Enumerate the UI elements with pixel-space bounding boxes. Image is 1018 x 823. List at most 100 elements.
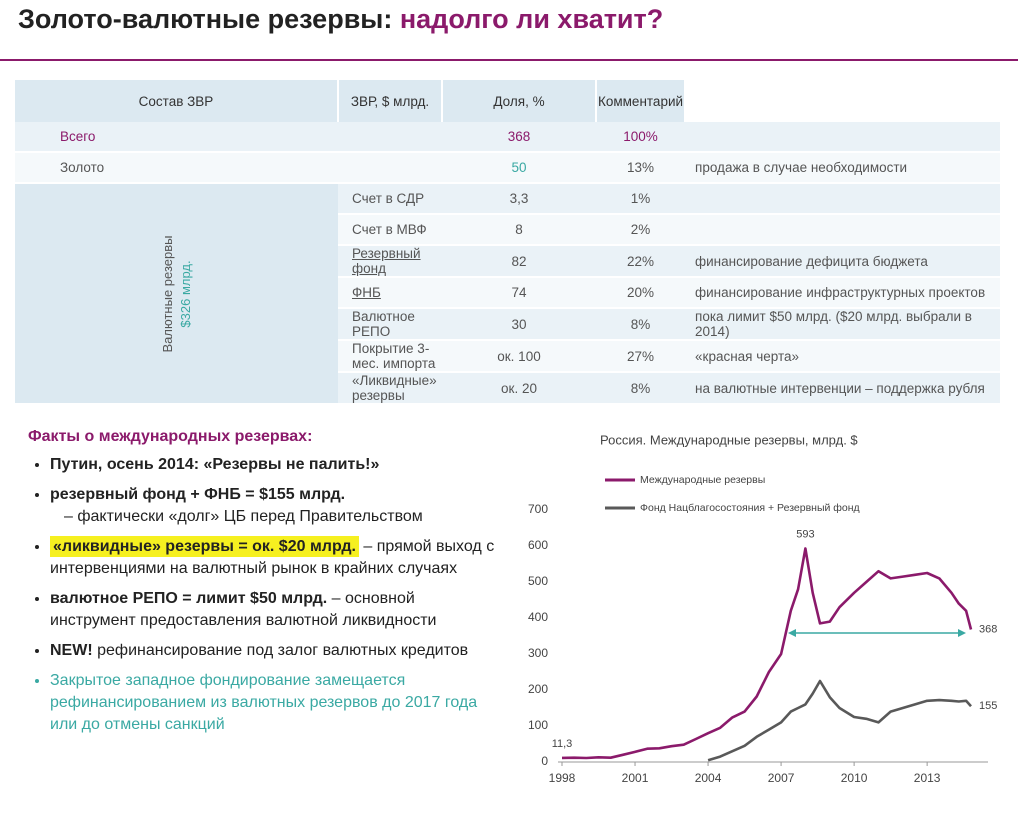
table-row: Валютное РЕПО 30 8% пока лимит $50 млрд. ($… (15, 308, 1000, 341)
reserves-table: Состав ЗВР ЗВР, $ млрд. Доля, % Коммента… (15, 80, 1000, 405)
y-tick-label: 400 (528, 610, 548, 624)
fact-highlight: «ликвидные» резервы = ок. $20 млрд. (50, 536, 359, 557)
legend-label: Фонд Нацблагосостояния + Резервный фонд (640, 502, 860, 514)
x-tick-label: 2010 (841, 771, 868, 785)
x-tick-label: 2007 (768, 771, 795, 785)
total-row: Всего 368 100% (15, 122, 1000, 153)
row-value: 74 (442, 277, 596, 309)
table-row: «Ликвидные» резервы ок. 20 8% на валютные и… (15, 372, 1000, 405)
row-share: 1% (596, 183, 686, 215)
row-value: ок. 20 (442, 372, 596, 405)
chart-title: Россия. Международные резервы, млрд. $ (600, 432, 858, 447)
row-comment: на валютные интервенции – поддержка рубл… (685, 372, 1000, 405)
header-row: Состав ЗВР ЗВР, $ млрд. Доля, % Коммента… (15, 80, 1000, 122)
fact: «ликвидные» резервы = ок. $20 млрд. – пр… (50, 536, 498, 580)
row-comment: финансирование инфраструктурных проектов (685, 277, 1000, 309)
title-accent: надолго ли хватит? (399, 4, 664, 34)
column-header: Состав ЗВР (15, 80, 339, 122)
column-header: Доля, % (442, 80, 597, 122)
row-value: 3,3 (442, 183, 596, 215)
fact-text: – прямой выход с интервенциями на валютн… (50, 538, 495, 577)
row-name: Покрытие 3-мес. импорта (338, 340, 442, 373)
row-comment (685, 214, 1000, 246)
reach-arrow (788, 629, 966, 637)
row-share: 8% (596, 308, 686, 341)
row-value: 8 (442, 214, 596, 246)
value-label: 11,3 (552, 738, 573, 750)
row-name: Счет в МВФ (338, 214, 442, 246)
row-value: ок. 100 (442, 340, 596, 373)
fact-text: рефинансирование под залог валютных кред… (97, 642, 469, 659)
fact-sub: – фактически «долг» ЦБ перед Правительст… (64, 508, 423, 525)
row-value: 30 (442, 308, 596, 341)
value-label: 368 (979, 623, 997, 635)
value-label: 593 (796, 528, 814, 540)
row-share: 8% (596, 372, 686, 405)
facts-list: Путин, осень 2014: «Резервы не палить!» … (28, 454, 498, 736)
facts-title: Факты о международных резервах: (28, 428, 313, 445)
y-tick-label: 700 (528, 502, 548, 516)
table-row: Покрытие 3-мес. импорта ок. 100 27% «красна… (15, 340, 1000, 373)
table-row: ФНБ 74 20% финансирование инфраструктурных … (15, 277, 1000, 309)
fact-bold: валютное РЕПО = лимит $50 млрд. (50, 590, 328, 607)
facts: Факты о международных резервах: Путин, о… (28, 426, 498, 744)
row-share: 27% (596, 340, 686, 373)
row-share: 20% (596, 277, 686, 309)
row-value: 82 (442, 245, 596, 278)
row-share: 2% (596, 214, 686, 246)
y-tick-label: 600 (528, 538, 548, 552)
table-row: Резервный фонд 82 22% финансирование дефици… (15, 245, 1000, 278)
fact-bold: NEW! (50, 642, 93, 659)
row-share: 100% (596, 122, 686, 153)
row-name: «Ликвидные» резервы (338, 372, 442, 405)
row-comment: финансирование дефицита бюджета (685, 245, 1000, 278)
row-value: 368 (442, 122, 596, 153)
row-name: ФНБ (338, 277, 442, 309)
row-comment (685, 183, 1000, 215)
title-rule (0, 59, 1018, 61)
value-label: 155 (979, 700, 997, 712)
column-header: ЗВР, $ млрд. (338, 80, 443, 122)
series-line (561, 547, 973, 760)
x-tick-label: 2004 (695, 771, 722, 785)
y-tick-label: 0 (541, 754, 548, 768)
x-tick-label: 2013 (914, 771, 941, 785)
fact: Путин, осень 2014: «Резервы не палить!» (50, 454, 498, 476)
y-tick-label: 200 (528, 682, 548, 696)
title-main: Золото-валютные резервы: (18, 4, 393, 34)
fact: NEW! рефинансирование под залог валютных… (50, 640, 498, 662)
row-name: Всего (15, 122, 442, 153)
row-name: Валютное РЕПО (338, 308, 442, 341)
table-row: Валютные резервы $326 млрд. Счет в СДР 3,3 1… (15, 183, 1000, 405)
row-name: Резервный фонд (338, 245, 442, 278)
x-tick-label: 2001 (622, 771, 649, 785)
fact: валютное РЕПО = лимит $50 млрд. – основн… (50, 588, 498, 632)
slide-title: Золото-валютные резервы: надолго ли хват… (18, 4, 663, 35)
fact-bold: Путин, осень 2014: «Резервы не палить!» (50, 456, 380, 473)
gold-row: Золото 50 13% продажа в случае необходим… (15, 152, 1000, 184)
table-body: Всего 368 100% Золото 50 13% продажа в с… (15, 122, 1000, 405)
row-share: 22% (596, 245, 686, 278)
y-tick-label: 300 (528, 646, 548, 660)
fact-text: – основной инструмент предоставления вал… (50, 590, 437, 629)
chart: Россия. Международные резервы, млрд. $ 0… (528, 432, 997, 785)
legend-label: Международные резервы (640, 474, 765, 486)
row-comment: пока лимит $50 млрд. ($20 млрд. выбрали … (685, 308, 1000, 341)
y-tick-label: 100 (528, 718, 548, 732)
group-label: Валютные резервы $326 млрд. (159, 235, 195, 352)
fact: резервный фонд + ФНБ = $155 млрд. – факти… (50, 484, 498, 528)
row-comment (685, 122, 1000, 153)
x-tick-label: 1998 (549, 771, 576, 785)
row-comment: продажа в случае необходимости (685, 152, 1000, 184)
fact: Закрытое западное фондирование замещаетс… (50, 670, 498, 736)
row-comment: «красная черта» (685, 340, 1000, 373)
group-cell: Валютные резервы $326 млрд. (15, 183, 338, 405)
row-name: Золото (15, 152, 442, 184)
series-line (707, 679, 972, 762)
fact-bold: резервный фонд + ФНБ = $155 млрд. (50, 486, 346, 503)
row-share: 13% (596, 152, 686, 184)
y-tick-label: 500 (528, 574, 548, 588)
fact-teal: Закрытое западное фондирование замещаетс… (50, 672, 478, 733)
row-name: Счет в СДР (338, 183, 442, 215)
